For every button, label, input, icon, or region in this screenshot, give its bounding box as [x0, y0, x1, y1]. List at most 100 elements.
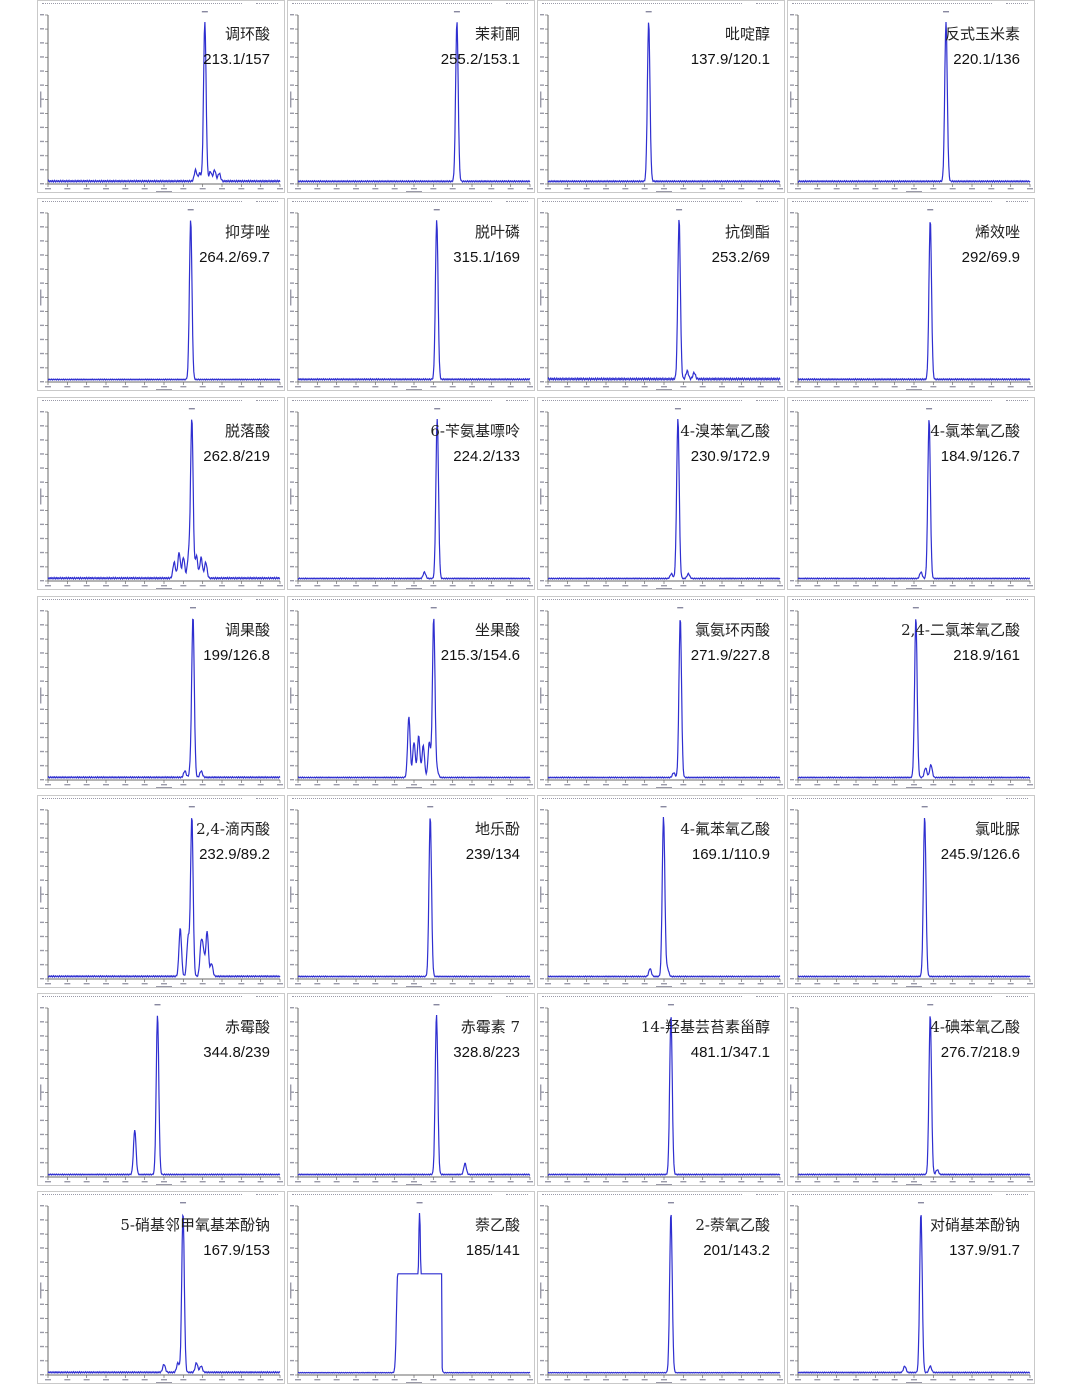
y-tick-label — [790, 212, 794, 214]
y-tick-label — [790, 551, 794, 554]
y-tick-label — [540, 978, 544, 980]
y-tick-label — [40, 652, 44, 654]
y-tick-label — [540, 779, 544, 781]
x-tick-label — [527, 585, 533, 587]
x-tick-label — [469, 983, 475, 985]
y-tick-label — [790, 1176, 794, 1178]
x-tick-label — [699, 1379, 706, 1381]
x-tick-label — [295, 784, 301, 786]
chromatogram-plot — [290, 1004, 533, 1185]
peak-apex-label — [927, 209, 934, 211]
x-tick-label — [891, 1181, 898, 1183]
x-tick-label — [738, 784, 745, 786]
panel-header-line — [792, 798, 992, 802]
x-tick-label — [853, 1379, 859, 1381]
y-tick-label — [790, 1105, 794, 1107]
x-tick-label — [277, 188, 283, 190]
panel-header-tag — [1006, 599, 1028, 603]
y-tick-label — [790, 42, 794, 44]
chromatogram-panel: 反式玉米素 220.1/136 — [787, 0, 1035, 193]
y-axis-title — [290, 488, 292, 505]
y-tick-label — [40, 352, 44, 355]
y-tick-label — [540, 467, 544, 469]
panel-header-tag — [256, 400, 278, 404]
x-tick-label — [161, 188, 167, 190]
x-tick-label — [969, 784, 975, 786]
x-tick-label — [372, 983, 379, 985]
peak-apex-label — [187, 209, 194, 211]
x-tick-label — [180, 784, 187, 786]
x-tick-label — [1007, 1379, 1014, 1381]
y-tick-label — [290, 565, 294, 568]
y-tick-label — [40, 98, 44, 100]
y-tick-label — [540, 1161, 544, 1164]
y-tick-label — [40, 453, 44, 455]
y-tick-label — [290, 708, 294, 710]
compound-name: 赤霉素 7 — [460, 1018, 520, 1036]
chromatogram-panel: 14-羟基芸苔素甾醇 481.1/347.1 — [537, 993, 785, 1186]
y-tick-label — [290, 750, 294, 753]
x-tick-label — [295, 386, 301, 388]
x-tick-label — [777, 1181, 783, 1183]
y-tick-label — [290, 1233, 294, 1235]
x-tick-label — [122, 585, 129, 587]
chromatogram-plot — [290, 1202, 533, 1383]
y-tick-label — [540, 666, 544, 668]
chromatogram-trace — [797, 1016, 1031, 1176]
y-tick-label — [540, 893, 544, 895]
y-tick-label — [790, 1049, 794, 1051]
y-tick-label — [790, 666, 794, 668]
x-tick-label — [757, 983, 764, 985]
y-tick-label — [40, 254, 44, 256]
x-tick-label — [603, 1379, 609, 1381]
y-tick-label — [40, 1219, 44, 1221]
y-tick-label — [540, 425, 544, 427]
peak-apex-label — [912, 607, 919, 609]
peak-apex-label — [645, 11, 652, 13]
x-tick-label — [545, 784, 551, 786]
y-tick-label — [40, 537, 44, 540]
y-tick-label — [790, 1063, 794, 1065]
y-tick-label — [790, 1205, 794, 1207]
mrm-transition: 199/126.8 — [203, 647, 270, 664]
y-tick-label — [540, 1247, 544, 1249]
y-tick-label — [290, 764, 294, 767]
x-tick-label — [757, 1379, 764, 1381]
y-tick-label — [540, 750, 544, 753]
chromatogram-trace — [297, 1014, 531, 1176]
mrm-transition: 169.1/110.9 — [691, 846, 770, 863]
y-tick-label — [290, 879, 294, 881]
y-tick-label — [790, 851, 794, 853]
y-tick-label — [540, 638, 544, 640]
x-tick-label — [988, 784, 995, 786]
x-tick-label — [661, 585, 667, 587]
x-tick-label — [777, 585, 783, 587]
y-tick-label — [40, 865, 44, 867]
x-tick-label — [969, 1181, 975, 1183]
y-axis-title — [40, 687, 42, 704]
x-axis-title — [406, 191, 422, 192]
y-tick-label — [290, 28, 294, 30]
x-tick-label — [449, 1379, 456, 1381]
y-tick-label — [290, 1021, 294, 1023]
y-axis-title — [290, 687, 292, 704]
panel-header-tag — [756, 996, 778, 1000]
y-tick-label — [40, 580, 44, 582]
peak-apex-label — [921, 806, 928, 808]
peak-apex-label — [943, 11, 950, 13]
mrm-transition: 137.9/120.1 — [690, 51, 770, 68]
x-tick-label — [161, 1181, 167, 1183]
x-tick-label — [219, 386, 225, 388]
y-tick-label — [790, 381, 794, 383]
y-tick-label — [290, 1275, 294, 1277]
y-tick-label — [790, 1247, 794, 1249]
y-tick-label — [540, 366, 544, 369]
chromatogram-trace — [297, 1212, 531, 1374]
y-tick-label — [40, 56, 44, 58]
peak-apex-label — [188, 806, 195, 808]
x-tick-label — [527, 188, 533, 190]
x-tick-label — [391, 585, 398, 587]
x-tick-label — [141, 188, 148, 190]
x-tick-label — [469, 386, 475, 388]
y-tick-label — [40, 28, 44, 30]
